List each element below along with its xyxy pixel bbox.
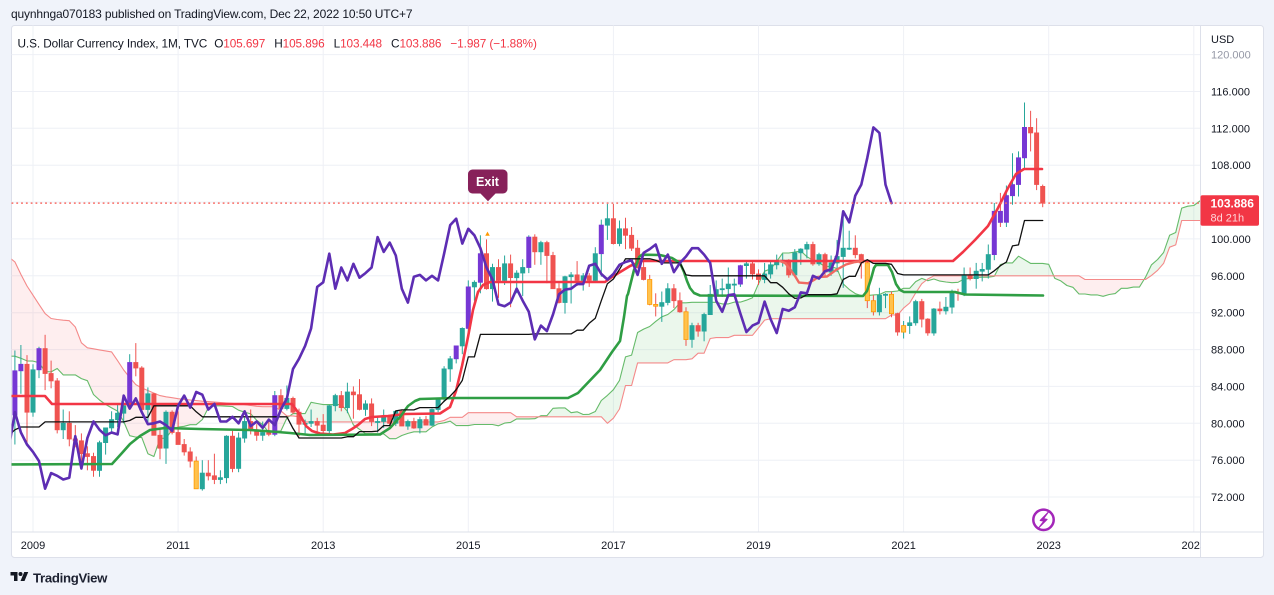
svg-text:120.000: 120.000 [1211, 50, 1251, 62]
svg-text:quynhnga070183 published on Tr: quynhnga070183 published on TradingView.… [11, 7, 413, 21]
svg-text:92.000: 92.000 [1211, 308, 1245, 320]
svg-text:2013: 2013 [311, 540, 335, 552]
svg-text:2021: 2021 [891, 540, 915, 552]
svg-text:116.000: 116.000 [1211, 87, 1250, 99]
svg-text:2025: 2025 [1182, 540, 1206, 552]
svg-text:2017: 2017 [601, 540, 625, 552]
svg-text:103.886: 103.886 [1211, 197, 1255, 211]
svg-text:84.000: 84.000 [1211, 381, 1245, 393]
svg-text:108.000: 108.000 [1211, 160, 1251, 172]
svg-text:2015: 2015 [456, 540, 480, 552]
svg-text:80.000: 80.000 [1211, 418, 1245, 430]
svg-text:USD: USD [1211, 34, 1234, 46]
svg-text:U.S. Dollar Currency Index, 1M: U.S. Dollar Currency Index, 1M, TVC O105.… [18, 37, 537, 51]
svg-text:Exit: Exit [476, 175, 500, 189]
svg-text:2009: 2009 [21, 540, 45, 552]
svg-text:8d 21h: 8d 21h [1211, 213, 1245, 225]
svg-text:100.000: 100.000 [1211, 234, 1251, 246]
svg-text:96.000: 96.000 [1211, 271, 1245, 283]
svg-text:76.000: 76.000 [1211, 455, 1245, 467]
svg-text:TradingView: TradingView [33, 571, 108, 586]
svg-text:72.000: 72.000 [1211, 492, 1245, 504]
svg-text:2011: 2011 [166, 540, 190, 552]
svg-text:112.000: 112.000 [1211, 123, 1250, 135]
svg-text:2023: 2023 [1036, 540, 1060, 552]
svg-text:2019: 2019 [746, 540, 770, 552]
svg-text:88.000: 88.000 [1211, 345, 1245, 357]
